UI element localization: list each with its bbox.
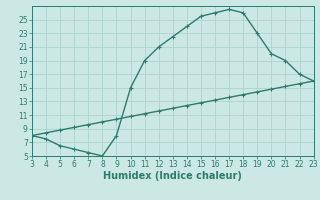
X-axis label: Humidex (Indice chaleur): Humidex (Indice chaleur) [103,171,242,181]
